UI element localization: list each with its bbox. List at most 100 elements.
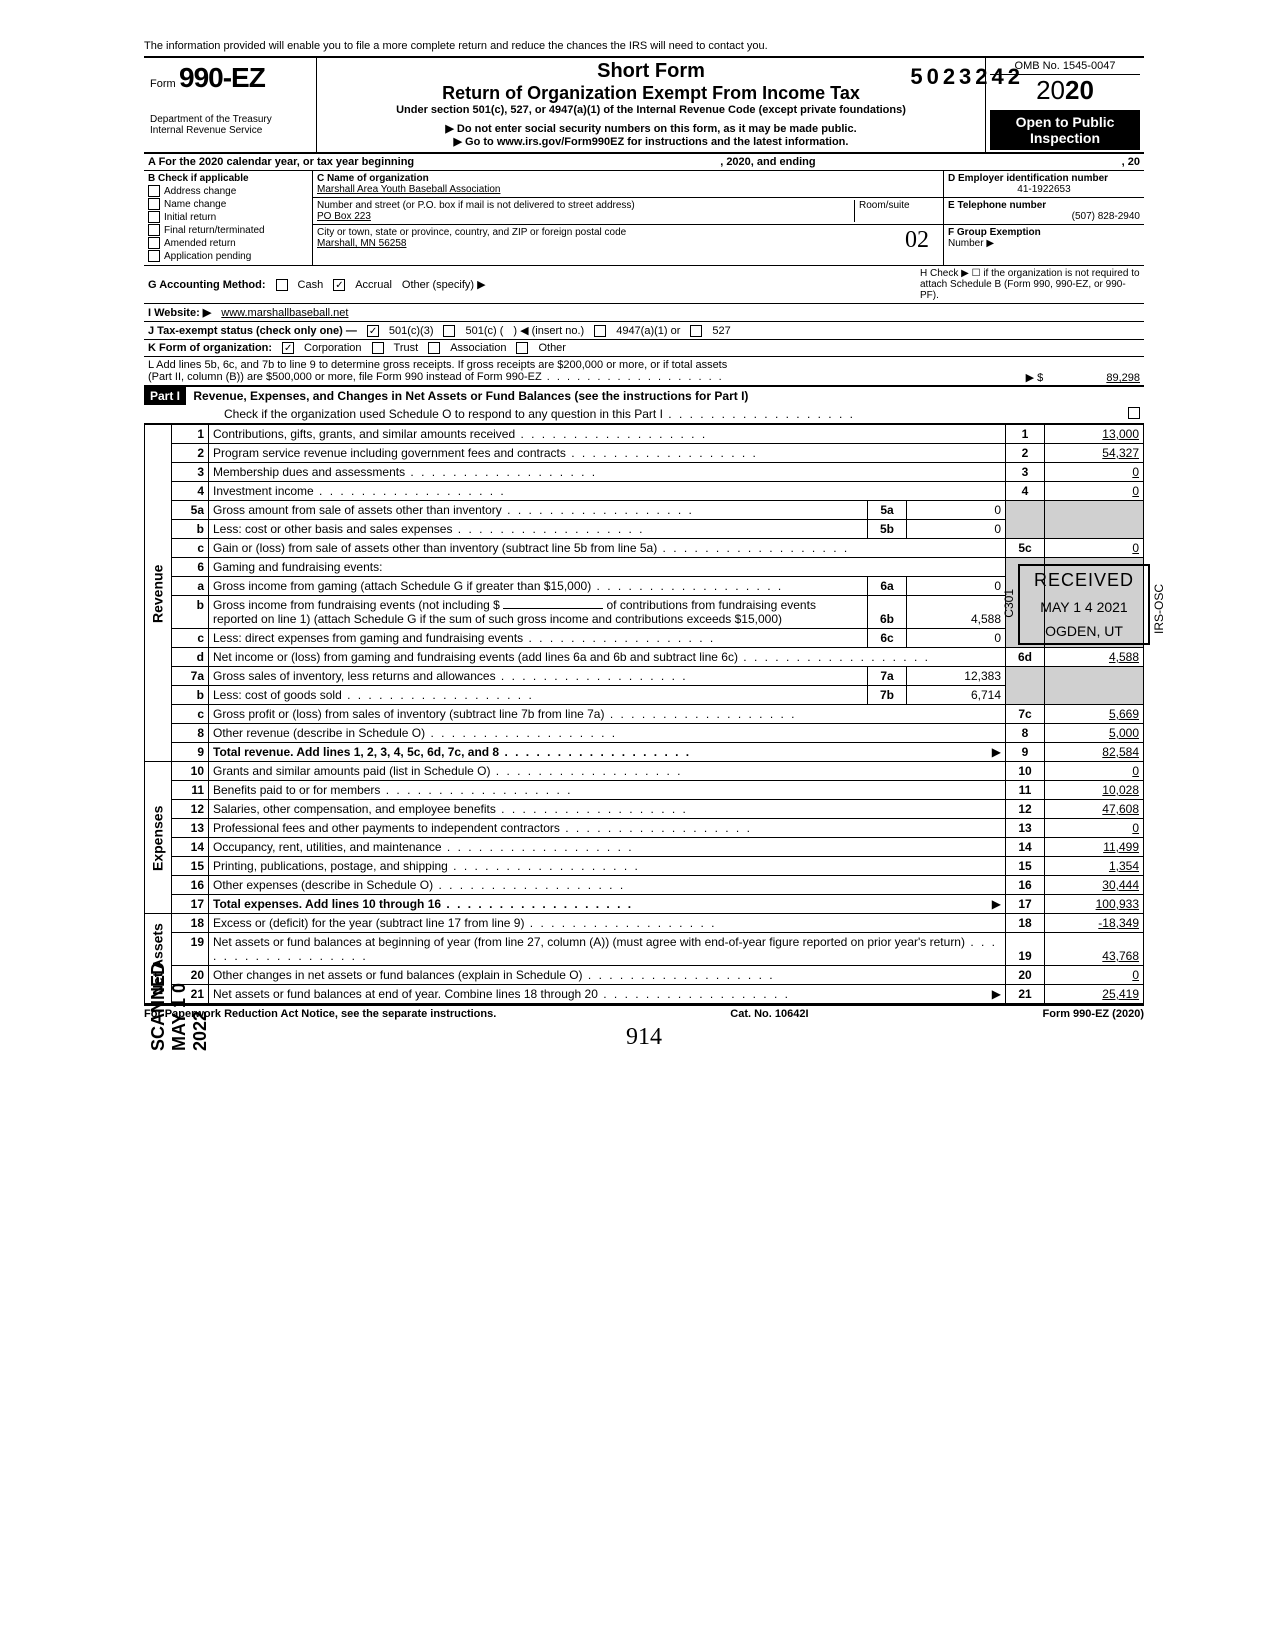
ln6d-amt: 4,588	[1045, 648, 1144, 667]
chk-527[interactable]	[690, 325, 702, 337]
ln17-desc: Total expenses. Add lines 10 through 16 …	[209, 895, 1006, 914]
j-label: J Tax-exempt status (check only one) —	[148, 325, 357, 337]
ln8-desc: Other revenue (describe in Schedule O)	[209, 724, 1006, 743]
ln5a-desc: Gross amount from sale of assets other t…	[209, 501, 868, 520]
ln6b-ibox: 6b	[868, 596, 907, 629]
room-label: Room/suite	[859, 200, 910, 211]
e-label: E Telephone number	[948, 200, 1046, 211]
ln15-num: 15	[172, 857, 209, 876]
ln17-num: 17	[172, 895, 209, 914]
lbl-corp: Corporation	[304, 342, 361, 354]
city-label: City or town, state or province, country…	[317, 227, 626, 238]
ln6d-num: d	[172, 648, 209, 667]
lbl-trust: Trust	[394, 342, 419, 354]
ln12-num: 12	[172, 800, 209, 819]
chk-other-org[interactable]	[516, 342, 528, 354]
ln19-num: 19	[172, 933, 209, 966]
ln5b-num: b	[172, 520, 209, 539]
ln18-box: 18	[1006, 914, 1045, 933]
chk-final-return[interactable]	[148, 224, 160, 236]
ln10-box: 10	[1006, 762, 1045, 781]
ln12-desc: Salaries, other compensation, and employ…	[209, 800, 1006, 819]
ln21-box: 21	[1006, 985, 1045, 1004]
irs-osc-side: IRS-OSC	[1152, 584, 1166, 634]
street-label: Number and street (or P.O. box if mail i…	[317, 200, 635, 211]
hand-02: 02	[905, 227, 929, 254]
lbl-amended-return: Amended return	[164, 238, 236, 249]
inspection-label: Inspection	[992, 130, 1138, 146]
l-value: 89,298	[1106, 372, 1140, 384]
part1-check-line: Check if the organization used Schedule …	[224, 407, 855, 421]
ln20-box: 20	[1006, 966, 1045, 985]
ln8-box: 8	[1006, 724, 1045, 743]
ln13-box: 13	[1006, 819, 1045, 838]
footer-form: Form 990-EZ (2020)	[1043, 1008, 1144, 1020]
ln9-num: 9	[172, 743, 209, 762]
side-net-assets: Net Assets	[145, 914, 172, 1004]
ln7a-num: 7a	[172, 667, 209, 686]
ln7b-num: b	[172, 686, 209, 705]
part1-table: Revenue 1 Contributions, gifts, grants, …	[144, 424, 1144, 1004]
ln5b-desc: Less: cost or other basis and sales expe…	[209, 520, 868, 539]
ln21-desc: Net assets or fund balances at end of ye…	[209, 985, 1006, 1004]
chk-corp[interactable]	[282, 342, 294, 354]
ln3-box: 3	[1006, 463, 1045, 482]
lbl-4947a1: 4947(a)(1) or	[616, 325, 680, 337]
ln2-box: 2	[1006, 444, 1045, 463]
ln20-num: 20	[172, 966, 209, 985]
ln19-box: 19	[1006, 933, 1045, 966]
ln18-desc: Excess or (deficit) for the year (subtra…	[209, 914, 1006, 933]
chk-trust[interactable]	[372, 342, 384, 354]
side-expenses: Expenses	[145, 762, 172, 914]
chk-initial-return[interactable]	[148, 211, 160, 223]
l-line1: L Add lines 5b, 6c, and 7b to line 9 to …	[148, 359, 1140, 371]
chk-assoc[interactable]	[428, 342, 440, 354]
ln19-desc: Net assets or fund balances at beginning…	[209, 933, 1006, 966]
ln14-num: 14	[172, 838, 209, 857]
ln6c-desc: Less: direct expenses from gaming and fu…	[209, 629, 868, 648]
lbl-initial-return: Initial return	[164, 212, 216, 223]
part1-title: Revenue, Expenses, and Changes in Net As…	[189, 387, 752, 405]
ln3-num: 3	[172, 463, 209, 482]
ln5a-ibox: 5a	[868, 501, 907, 520]
ln5a-num: 5a	[172, 501, 209, 520]
subtitle-1: Under section 501(c), 527, or 4947(a)(1)…	[323, 104, 979, 116]
l-line2: (Part II, column (B)) are $500,000 or mo…	[148, 371, 724, 383]
chk-501c[interactable]	[443, 325, 455, 337]
ln1-amt: 13,000	[1045, 425, 1144, 444]
ln7b-desc: Less: cost of goods sold	[209, 686, 868, 705]
ln7c-amt: 5,669	[1045, 705, 1144, 724]
chk-accrual[interactable]	[333, 279, 345, 291]
lbl-application-pending: Application pending	[164, 251, 251, 262]
chk-address-change[interactable]	[148, 185, 160, 197]
ln20-desc: Other changes in net assets or fund bala…	[209, 966, 1006, 985]
lbl-name-change: Name change	[164, 199, 226, 210]
ln2-amt: 54,327	[1045, 444, 1144, 463]
subtitle-3: ▶ Go to www.irs.gov/Form990EZ for instru…	[323, 135, 979, 148]
return-title: Return of Organization Exempt From Incom…	[323, 83, 979, 104]
ln6-num: 6	[172, 558, 209, 577]
lbl-cash: Cash	[298, 279, 324, 291]
chk-amended-return[interactable]	[148, 237, 160, 249]
ln3-amt: 0	[1045, 463, 1144, 482]
ln10-desc: Grants and similar amounts paid (list in…	[209, 762, 1006, 781]
ln10-amt: 0	[1045, 762, 1144, 781]
k-label: K Form of organization:	[148, 342, 272, 354]
ln11-box: 11	[1006, 781, 1045, 800]
lbl-other-method: Other (specify) ▶	[402, 278, 486, 291]
form-number: 990-EZ	[179, 62, 265, 93]
chk-application-pending[interactable]	[148, 250, 160, 262]
hand-914: 914	[144, 1024, 1144, 1051]
chk-501c3[interactable]	[367, 325, 379, 337]
ln5c-box: 5c	[1006, 539, 1045, 558]
chk-cash[interactable]	[276, 279, 288, 291]
ln1-num: 1	[172, 425, 209, 444]
chk-4947a1[interactable]	[594, 325, 606, 337]
city-value: Marshall, MN 56258	[317, 238, 406, 249]
ln5b-iamt: 0	[907, 520, 1006, 539]
chk-schedule-o[interactable]	[1128, 407, 1140, 419]
chk-name-change[interactable]	[148, 198, 160, 210]
ln7b-iamt: 6,714	[907, 686, 1006, 705]
ln17-amt: 100,933	[1045, 895, 1144, 914]
lbl-other-org: Other	[538, 342, 566, 354]
